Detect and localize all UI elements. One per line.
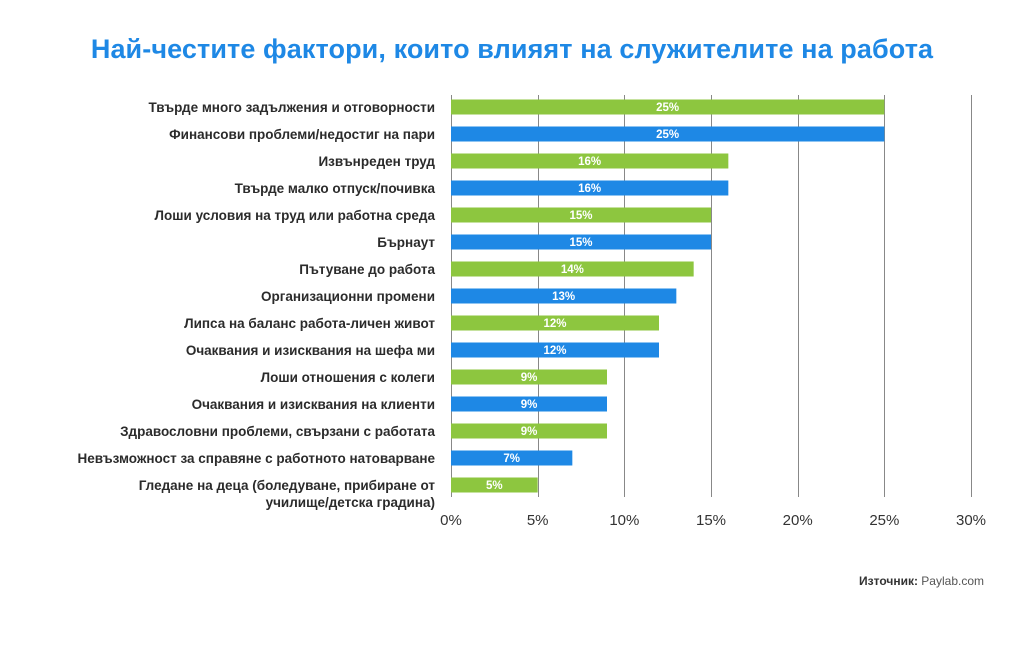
category-label: Гледане на деца (боледуване, прибиране о… (139, 478, 436, 510)
bar-value-label: 16% (578, 183, 601, 195)
bar (451, 477, 538, 493)
category-label: Твърде малко отпуск/почивка (235, 181, 436, 196)
bar-value-label: 5% (486, 480, 503, 492)
bar (451, 261, 694, 277)
source-note: Източник: Paylab.com (859, 574, 984, 588)
bar (451, 423, 607, 439)
bar-value-label: 9% (521, 426, 538, 438)
bar-value-label: 9% (521, 372, 538, 384)
bar-value-label: 16% (578, 156, 601, 168)
x-tick-label: 30% (956, 512, 986, 529)
category-label: Извънреден труд (318, 154, 435, 169)
bar (451, 396, 607, 412)
bars: 25% 25% 16% 16% 15% 15% 14% 13% 12% 12% 9% 9% 9% 7% 5% (451, 99, 885, 493)
bar (451, 234, 711, 250)
x-tick-label: 25% (869, 512, 899, 529)
bar (451, 99, 885, 115)
x-tick-label: 0% (440, 512, 462, 529)
x-tick-label: 15% (696, 512, 726, 529)
bar-value-label: 25% (656, 102, 679, 114)
x-tick-label: 10% (609, 512, 639, 529)
bar-value-label: 12% (543, 318, 566, 330)
category-label: Организационни промени (261, 289, 435, 304)
bar (451, 369, 607, 385)
category-label: Очаквания и изисквания на клиенти (192, 397, 435, 412)
bar (451, 207, 711, 223)
source-value: Paylab.com (921, 574, 984, 588)
bar (451, 180, 729, 196)
bar (451, 315, 659, 331)
category-labels: Твърде много задължения и отговорности Фи… (78, 100, 436, 510)
bar (451, 126, 885, 142)
bar-value-label: 12% (543, 345, 566, 357)
bar (451, 288, 677, 304)
bar-value-label: 13% (552, 291, 575, 303)
bar-value-label: 15% (569, 237, 592, 249)
bar-value-label: 14% (561, 264, 584, 276)
chart-title: Най-честите фактори, които влияят на слу… (90, 34, 934, 64)
category-label: Бърнаут (377, 235, 435, 250)
bar (451, 153, 729, 169)
category-label: Финансови проблеми/недостиг на пари (169, 127, 435, 142)
bar-value-label: 9% (521, 399, 538, 411)
bar-value-label: 25% (656, 129, 679, 141)
category-label: Очаквания и изисквания на шефа ми (186, 343, 435, 358)
category-label: Лоши условия на труд или работна среда (155, 208, 436, 223)
category-label: Невъзможност за справяне с работното нат… (78, 451, 436, 466)
category-label: Здравословни проблеми, свързани с работа… (120, 424, 435, 439)
bar (451, 342, 659, 358)
source-label: Източник: (859, 574, 918, 588)
category-label: Липса на баланс работа-личен живот (184, 316, 435, 331)
x-tick-label: 5% (527, 512, 549, 529)
bar (451, 450, 573, 466)
bar-value-label: 7% (503, 453, 520, 465)
category-label: Лоши отношения с колеги (261, 370, 435, 385)
category-label: Пътуване до работа (299, 262, 435, 277)
x-tick-label: 20% (783, 512, 813, 529)
category-label: Твърде много задължения и отговорности (149, 100, 435, 115)
x-tick-labels: 0% 5% 10% 15% 20% 25% 30% (440, 512, 986, 529)
bar-value-label: 15% (569, 210, 592, 222)
